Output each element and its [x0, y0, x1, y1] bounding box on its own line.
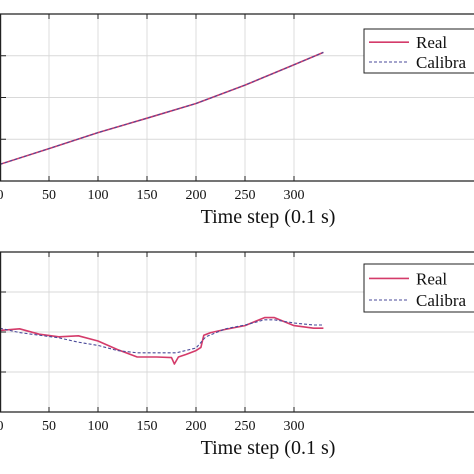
- x-tick-label: 250: [235, 419, 256, 434]
- legend-box: [363, 263, 474, 313]
- x-tick-label: 150: [137, 419, 158, 434]
- chart-panel-1: 0 50 100 150 200 250 300 Time step (0.1 s) RealC…: [0, 13, 474, 228]
- chart-panel-2: 0 50 100 150 200 250 300 Time step (0.1 s) Real C…: [0, 251, 474, 459]
- series-line-calibra: [0, 319, 324, 354]
- x-tick-label: 50: [42, 188, 56, 203]
- legend-label-real: Real: [416, 269, 447, 288]
- series-line-calibra: [0, 51, 324, 165]
- x-tick-label: 0: [0, 419, 4, 434]
- x-tick-label: 200: [186, 188, 207, 203]
- x-tick-label: 100: [88, 188, 109, 203]
- legend-label-calibra: Calibra: [416, 53, 466, 72]
- legend: Real Calibra: [363, 263, 474, 313]
- series-line-real: [0, 316, 324, 365]
- x-axis-label: Time step (0.1 s): [201, 437, 336, 459]
- x-axis-label: Time step (0.1 s): [201, 206, 336, 228]
- legend-box: [363, 28, 474, 74]
- x-tick-label: 300: [284, 419, 305, 434]
- x-tick-label: 250: [235, 188, 256, 203]
- legend-label-calibra: Calibra: [416, 291, 466, 310]
- x-tick-label: 300: [284, 188, 305, 203]
- x-tick-label: 150: [137, 188, 158, 203]
- legend-label-real: Real: [416, 33, 447, 52]
- x-tick-label: 50: [42, 419, 56, 434]
- x-tick-label: 100: [88, 419, 109, 434]
- x-tick-label: 200: [186, 419, 207, 434]
- x-tick-label: 0: [0, 188, 4, 203]
